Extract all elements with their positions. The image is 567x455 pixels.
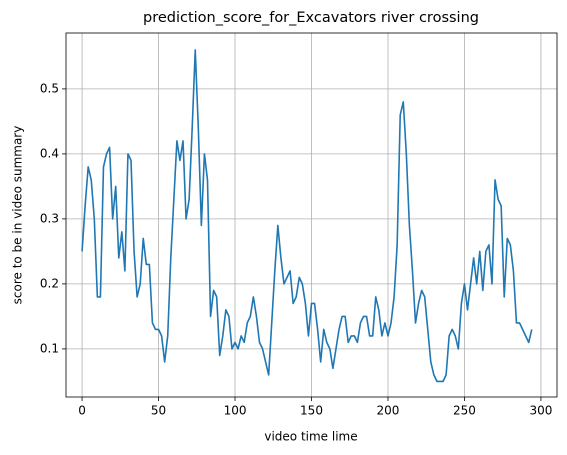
x-tick-label: 150 — [300, 404, 323, 418]
y-tick-label: 0.2 — [40, 276, 59, 290]
chart-title: prediction_score_for_Excavators river cr… — [143, 10, 479, 26]
x-axis-label: video time lime — [264, 430, 357, 444]
x-tick-label: 250 — [453, 404, 476, 418]
x-tick-label: 300 — [529, 404, 552, 418]
x-tick-label: 200 — [377, 404, 400, 418]
y-tick-label: 0.3 — [40, 211, 59, 225]
y-tick-label: 0.5 — [40, 81, 59, 95]
x-tick-label: 100 — [224, 404, 247, 418]
y-axis-label: score to be in video summary — [11, 126, 25, 305]
axes-frame — [65, 32, 558, 398]
y-tick-label: 0.1 — [40, 341, 59, 355]
y-tick-label: 0.4 — [40, 146, 59, 160]
data-line — [81, 49, 533, 383]
x-tick-label: 0 — [78, 404, 86, 418]
x-tick-label: 50 — [151, 404, 166, 418]
